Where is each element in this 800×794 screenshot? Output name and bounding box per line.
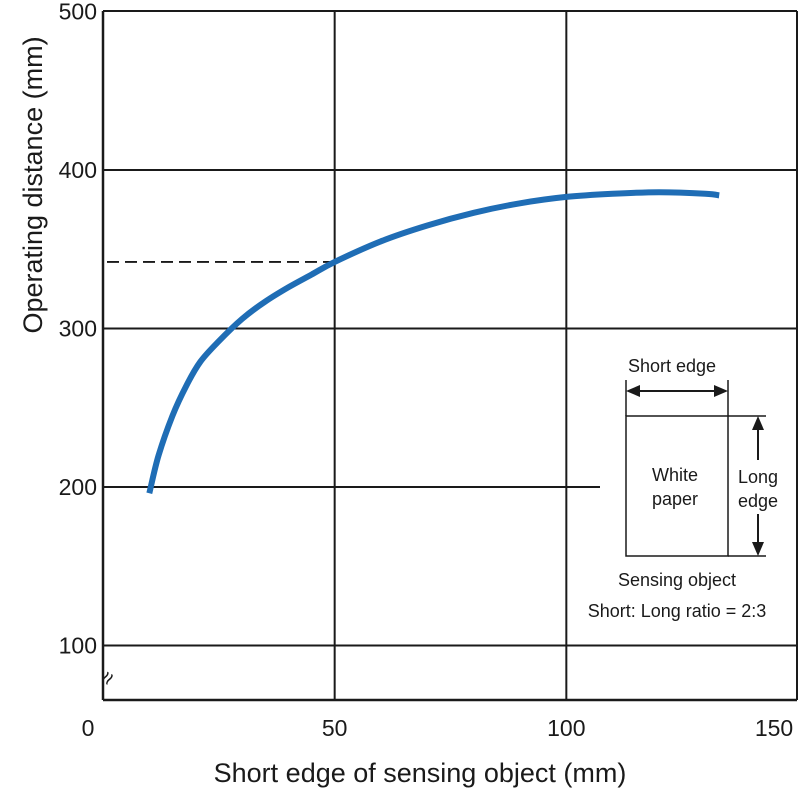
x-axis-title: Short edge of sensing object (mm) (214, 758, 627, 788)
y-tick-label-300: 300 (59, 316, 97, 342)
short-edge-arrowhead-right (714, 385, 728, 397)
plot-frame (101, 10, 798, 702)
y-tick-label-400: 400 (59, 157, 97, 183)
white-paper-label-line1: White (652, 465, 698, 485)
long-edge-arrowhead-top (752, 416, 764, 430)
inset-short-edge-label: Short edge (628, 356, 716, 376)
inset-caption-line2: Short: Long ratio = 2:3 (588, 601, 767, 621)
long-edge-label-line1: Long (738, 467, 778, 487)
y-tick-label-100: 100 (59, 633, 97, 659)
series-line-0 (146, 189, 720, 495)
y-tick-label-500: 500 (59, 0, 97, 25)
inset-caption-line1: Sensing object (618, 570, 736, 590)
long-edge-label-line2: edge (738, 491, 778, 511)
grid (103, 11, 797, 700)
y-axis-title: Operating distance (mm) (18, 36, 48, 333)
tick-labels: 100 200 300 400 500 0 50 100 150 (59, 0, 794, 741)
white-paper-label-line2: paper (652, 489, 698, 509)
sensing-object-inset: Short edge White paper Long edge Sensing… (588, 356, 778, 621)
long-edge-arrowhead-bottom (752, 542, 764, 556)
x-tick-label-50: 50 (322, 715, 348, 741)
axis-break-icon: ≈ (93, 666, 122, 690)
x-tick-label-0: 0 (82, 715, 95, 741)
x-tick-label-150: 150 (755, 715, 793, 741)
x-tick-label-100: 100 (547, 715, 585, 741)
series-layer (146, 189, 720, 495)
white-paper-box (625, 415, 729, 557)
y-tick-label-200: 200 (59, 474, 97, 500)
short-edge-arrowhead-left (626, 385, 640, 397)
